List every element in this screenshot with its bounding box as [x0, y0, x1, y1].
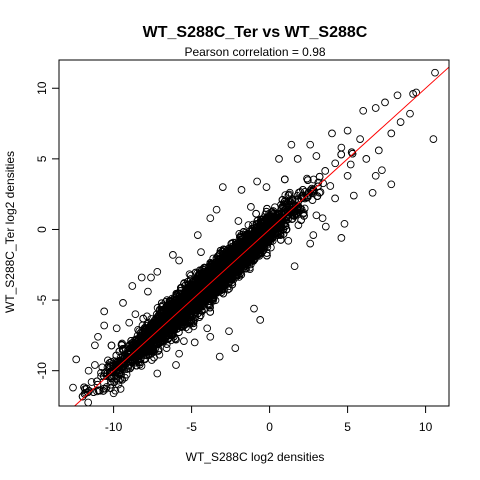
data-point [114, 380, 123, 389]
data-point [348, 149, 357, 158]
data-point [143, 312, 151, 321]
data-point [136, 329, 145, 337]
data-point [116, 375, 125, 383]
data-point [160, 336, 169, 345]
data-point [321, 167, 330, 175]
data-point [303, 176, 312, 184]
data-point [116, 385, 125, 393]
data-point [246, 265, 254, 274]
data-point [331, 159, 340, 168]
data-point [172, 289, 181, 298]
chart-subtitle: Pearson correlation = 0.98 [184, 45, 325, 59]
chart-title: WT_S288C_Ter vs WT_S288C [143, 24, 368, 41]
data-point [252, 209, 260, 218]
data-point [118, 375, 126, 384]
data-point [93, 380, 102, 389]
data-point [112, 351, 121, 360]
data-point [326, 182, 335, 190]
data-point [180, 337, 188, 345]
data-point [102, 384, 110, 393]
data-point [206, 258, 215, 267]
